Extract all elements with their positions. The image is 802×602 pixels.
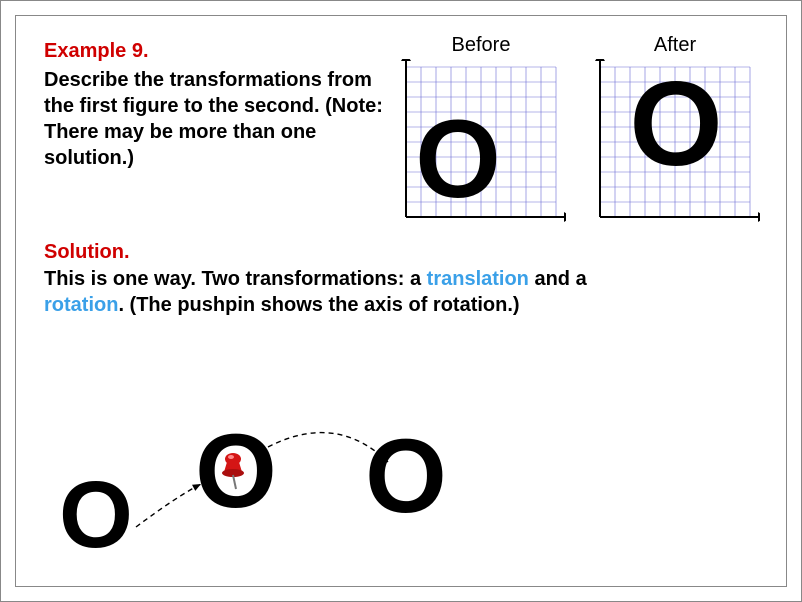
figures-container: Before O After O <box>396 34 760 234</box>
problem-text: Describe the transformations from the fi… <box>44 67 404 171</box>
before-label: Before <box>396 34 566 57</box>
keyword-rotation: rotation <box>44 294 118 316</box>
sol-part3: . (The pushpin shows the axis of rotatio… <box>118 294 519 316</box>
solution-text: This is one way. Two transformations: a … <box>44 266 604 318</box>
solution-diagram: OOO <box>36 412 516 572</box>
figure-after: After O <box>590 34 760 234</box>
after-grid: O <box>590 59 760 229</box>
solution-title: Solution. <box>44 241 758 264</box>
svg-text:O: O <box>59 462 133 568</box>
svg-text:O: O <box>415 98 501 221</box>
sol-part1: This is one way. Two transformations: a <box>44 268 427 290</box>
keyword-translation: translation <box>427 268 529 290</box>
figure-before: Before O <box>396 34 566 234</box>
svg-text:O: O <box>365 418 447 535</box>
sol-part2: and a <box>529 268 587 290</box>
after-label: After <box>590 34 760 57</box>
svg-text:O: O <box>629 59 722 191</box>
before-grid: O <box>396 59 566 229</box>
